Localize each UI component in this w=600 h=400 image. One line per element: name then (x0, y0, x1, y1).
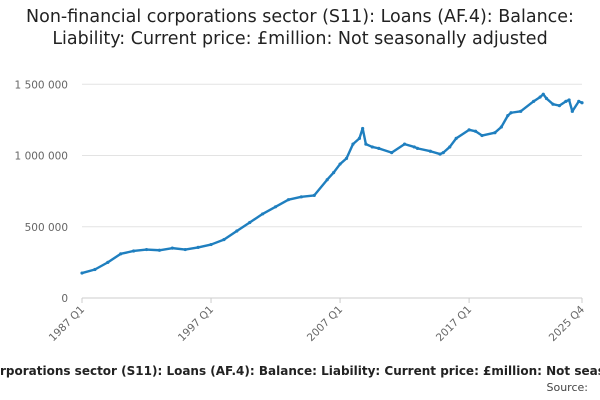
data-point (80, 271, 84, 275)
x-tick-labels: 1987 Q1 1997 Q1 2007 Q1 2017 Q1 2025 Q4 (47, 303, 588, 344)
data-point (325, 178, 329, 182)
data-point (119, 252, 123, 256)
data-point (577, 99, 581, 103)
legend: Non-financial corporations sector (S11):… (0, 364, 600, 378)
data-point (506, 114, 510, 118)
data-point (499, 125, 503, 129)
y-tick-label: 1 000 000 (15, 151, 68, 163)
y-tick-label: 1 500 000 (15, 79, 68, 91)
data-point (286, 198, 291, 202)
legend-series-name: Non-financial corporations sector (S11):… (0, 364, 600, 378)
data-point (132, 249, 136, 253)
series-line-0 (81, 93, 583, 275)
data-point (364, 142, 368, 146)
chart-title: Non-financial corporations sector (S11):… (26, 7, 574, 49)
data-point (557, 104, 562, 108)
data-point (567, 98, 571, 102)
data-point (448, 145, 452, 149)
data-point (196, 245, 200, 250)
data-point (532, 99, 536, 103)
data-point (538, 95, 542, 99)
data-point (183, 247, 187, 252)
data-point (428, 149, 432, 153)
data-point (544, 96, 549, 101)
data-point (551, 102, 555, 106)
data-point (261, 212, 265, 216)
data-point (438, 152, 442, 156)
data-point (209, 242, 213, 247)
data-point (580, 101, 584, 105)
data-point (299, 195, 303, 199)
data-point (493, 131, 497, 135)
x-axis (81, 297, 583, 303)
x-tick-label: 1997 Q1 (176, 304, 216, 344)
data-point (235, 229, 239, 233)
data-point (570, 109, 574, 113)
data-point (390, 151, 394, 155)
data-point (377, 146, 381, 150)
data-point (509, 111, 513, 115)
data-point (273, 205, 278, 209)
data-point (344, 156, 349, 160)
data-point (402, 142, 407, 146)
data-point (93, 267, 97, 272)
data-point (564, 99, 568, 103)
source-label: Source: (546, 381, 589, 394)
series-layer (80, 92, 584, 275)
data-point (480, 133, 484, 138)
data-point (351, 142, 355, 146)
data-point (357, 136, 362, 140)
grid-lines (82, 83, 582, 228)
data-point (467, 128, 471, 132)
data-point (412, 145, 416, 149)
data-point (415, 146, 420, 150)
data-point (106, 260, 110, 264)
data-point (312, 193, 316, 197)
data-point (454, 136, 458, 140)
y-tick-label: 500 000 (25, 222, 68, 234)
data-point (519, 109, 523, 113)
y-tick-label: 0 (61, 293, 68, 305)
data-point (361, 126, 365, 131)
data-point (338, 162, 342, 166)
data-point (144, 247, 149, 252)
x-tick-label: 2017 Q1 (434, 304, 474, 344)
x-tick-label: 1987 Q1 (47, 304, 87, 344)
data-point (222, 237, 226, 242)
data-point (441, 151, 445, 155)
data-point (541, 92, 545, 96)
data-point (370, 145, 374, 149)
data-point (473, 129, 478, 133)
x-tick-label: 2025 Q4 (547, 303, 588, 344)
data-point (170, 246, 174, 250)
x-tick-label: 2007 Q1 (305, 304, 345, 344)
data-point (332, 171, 336, 175)
data-point (248, 220, 252, 225)
y-axis: 0 500 000 1 000 000 1 500 000 (15, 79, 68, 305)
data-point (157, 248, 162, 252)
